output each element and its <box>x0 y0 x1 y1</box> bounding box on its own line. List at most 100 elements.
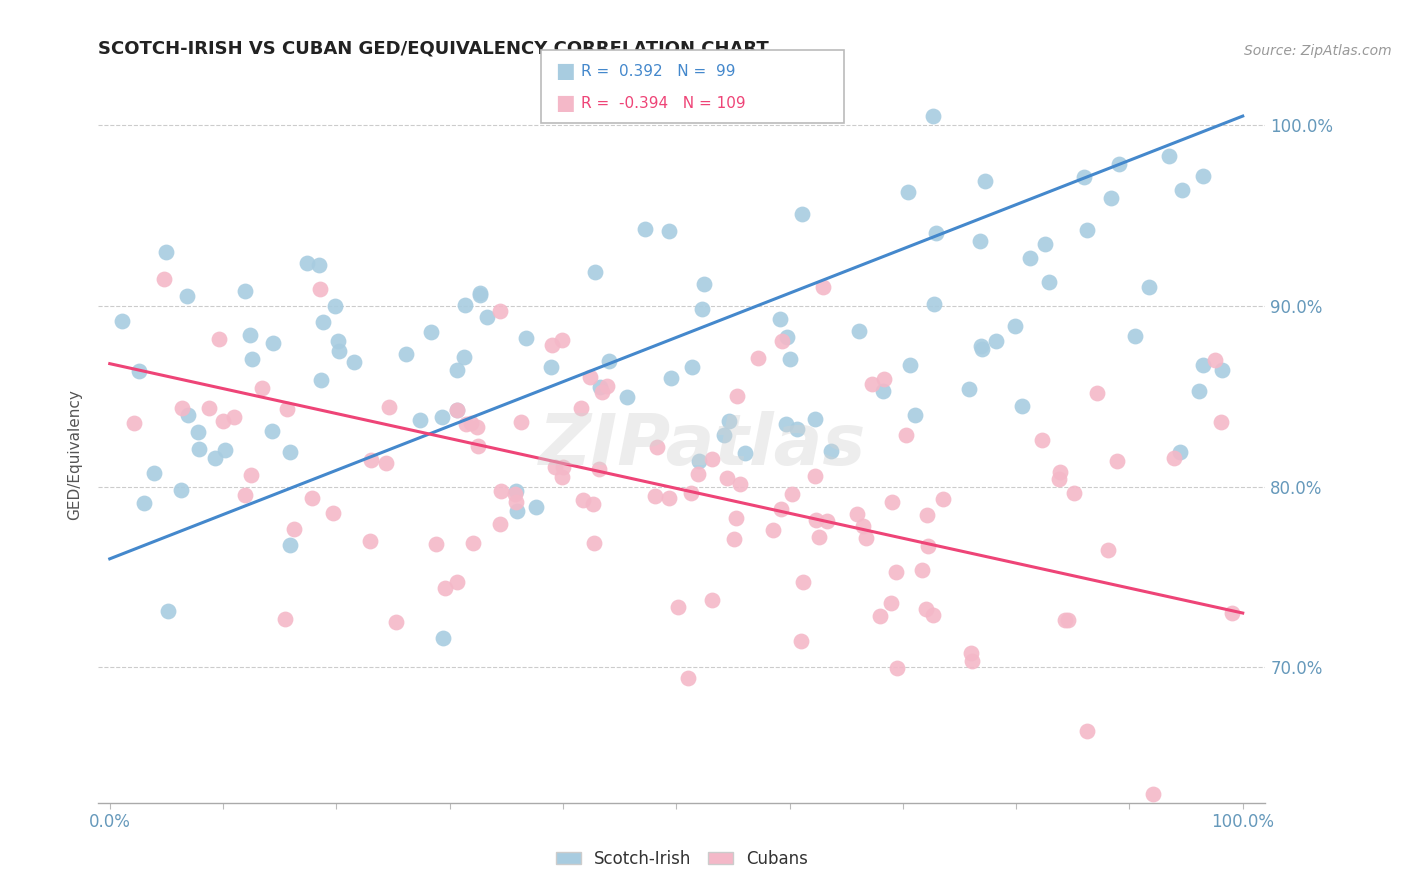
Point <box>224 410 246 425</box>
Point <box>776 330 799 344</box>
Point <box>1033 237 1056 252</box>
Point <box>263 335 285 350</box>
Point <box>596 379 619 393</box>
Point <box>769 312 792 326</box>
Point <box>904 408 927 422</box>
Point <box>425 537 447 551</box>
Point <box>869 608 891 623</box>
Point <box>786 422 808 436</box>
Point <box>1004 319 1026 334</box>
Point <box>725 389 748 403</box>
Point <box>385 615 408 629</box>
Point <box>238 327 260 342</box>
Point <box>359 534 381 549</box>
Point <box>524 500 547 514</box>
Point <box>762 523 785 537</box>
Point <box>769 502 792 516</box>
Text: ZIPatlas: ZIPatlas <box>540 411 866 481</box>
Point <box>489 304 512 318</box>
Point <box>886 661 908 675</box>
Point <box>591 384 613 399</box>
Point <box>156 604 179 618</box>
Point <box>724 511 747 525</box>
Point <box>807 530 830 544</box>
Point <box>239 467 262 482</box>
Point <box>1211 363 1233 377</box>
Point <box>1063 486 1085 500</box>
Point <box>589 380 612 394</box>
Point <box>1076 724 1098 739</box>
Point <box>815 515 838 529</box>
Point <box>1187 384 1209 399</box>
Point <box>1011 399 1033 413</box>
Point <box>1142 787 1164 801</box>
Point <box>848 324 870 338</box>
Point <box>295 256 318 270</box>
Point <box>723 533 745 547</box>
Point <box>894 427 917 442</box>
Point <box>1192 358 1215 372</box>
Point <box>276 402 298 417</box>
Point <box>235 285 257 299</box>
Point <box>208 332 231 346</box>
Point <box>780 487 803 501</box>
Point <box>790 633 813 648</box>
Point <box>984 334 1007 348</box>
Point <box>506 504 529 518</box>
Point <box>1019 251 1042 265</box>
Point <box>328 343 350 358</box>
Point <box>515 331 537 345</box>
Text: R =  -0.394   N = 109: R = -0.394 N = 109 <box>581 96 745 111</box>
Text: R =  0.392   N =  99: R = 0.392 N = 99 <box>581 64 735 78</box>
Point <box>433 581 456 595</box>
Point <box>360 453 382 467</box>
Point <box>1097 542 1119 557</box>
Point <box>110 314 132 328</box>
Point <box>957 382 980 396</box>
Point <box>211 414 233 428</box>
Point <box>747 351 769 365</box>
Point <box>308 258 330 272</box>
Point <box>1139 279 1161 293</box>
Point <box>430 410 453 425</box>
Point <box>454 298 477 312</box>
Point <box>454 417 477 432</box>
Point <box>446 575 468 590</box>
Point <box>932 491 955 506</box>
Point <box>634 222 657 236</box>
Point <box>460 416 482 430</box>
Point <box>309 282 332 296</box>
Point <box>775 417 797 431</box>
Point <box>959 646 981 660</box>
Point <box>659 371 682 385</box>
Point <box>790 207 813 221</box>
Point <box>153 271 176 285</box>
Point <box>551 459 574 474</box>
Point <box>734 446 756 460</box>
Point <box>1108 156 1130 170</box>
Point <box>688 454 710 468</box>
Point <box>770 334 793 348</box>
Point <box>811 280 834 294</box>
Point <box>503 487 526 501</box>
Point <box>1220 607 1243 621</box>
Point <box>1163 450 1185 465</box>
Point <box>252 381 274 395</box>
Point <box>911 563 934 577</box>
Point <box>489 484 512 499</box>
Point <box>540 338 562 352</box>
Point <box>467 439 489 453</box>
Point <box>240 352 263 367</box>
Point <box>922 297 945 311</box>
Point <box>322 506 344 520</box>
Point <box>658 224 681 238</box>
Point <box>582 497 605 511</box>
Point <box>676 671 699 685</box>
Point <box>377 400 399 414</box>
Point <box>328 334 350 348</box>
Point <box>505 495 527 509</box>
Point <box>283 522 305 536</box>
Point <box>1099 191 1122 205</box>
Point <box>1073 169 1095 184</box>
Point <box>187 425 209 439</box>
